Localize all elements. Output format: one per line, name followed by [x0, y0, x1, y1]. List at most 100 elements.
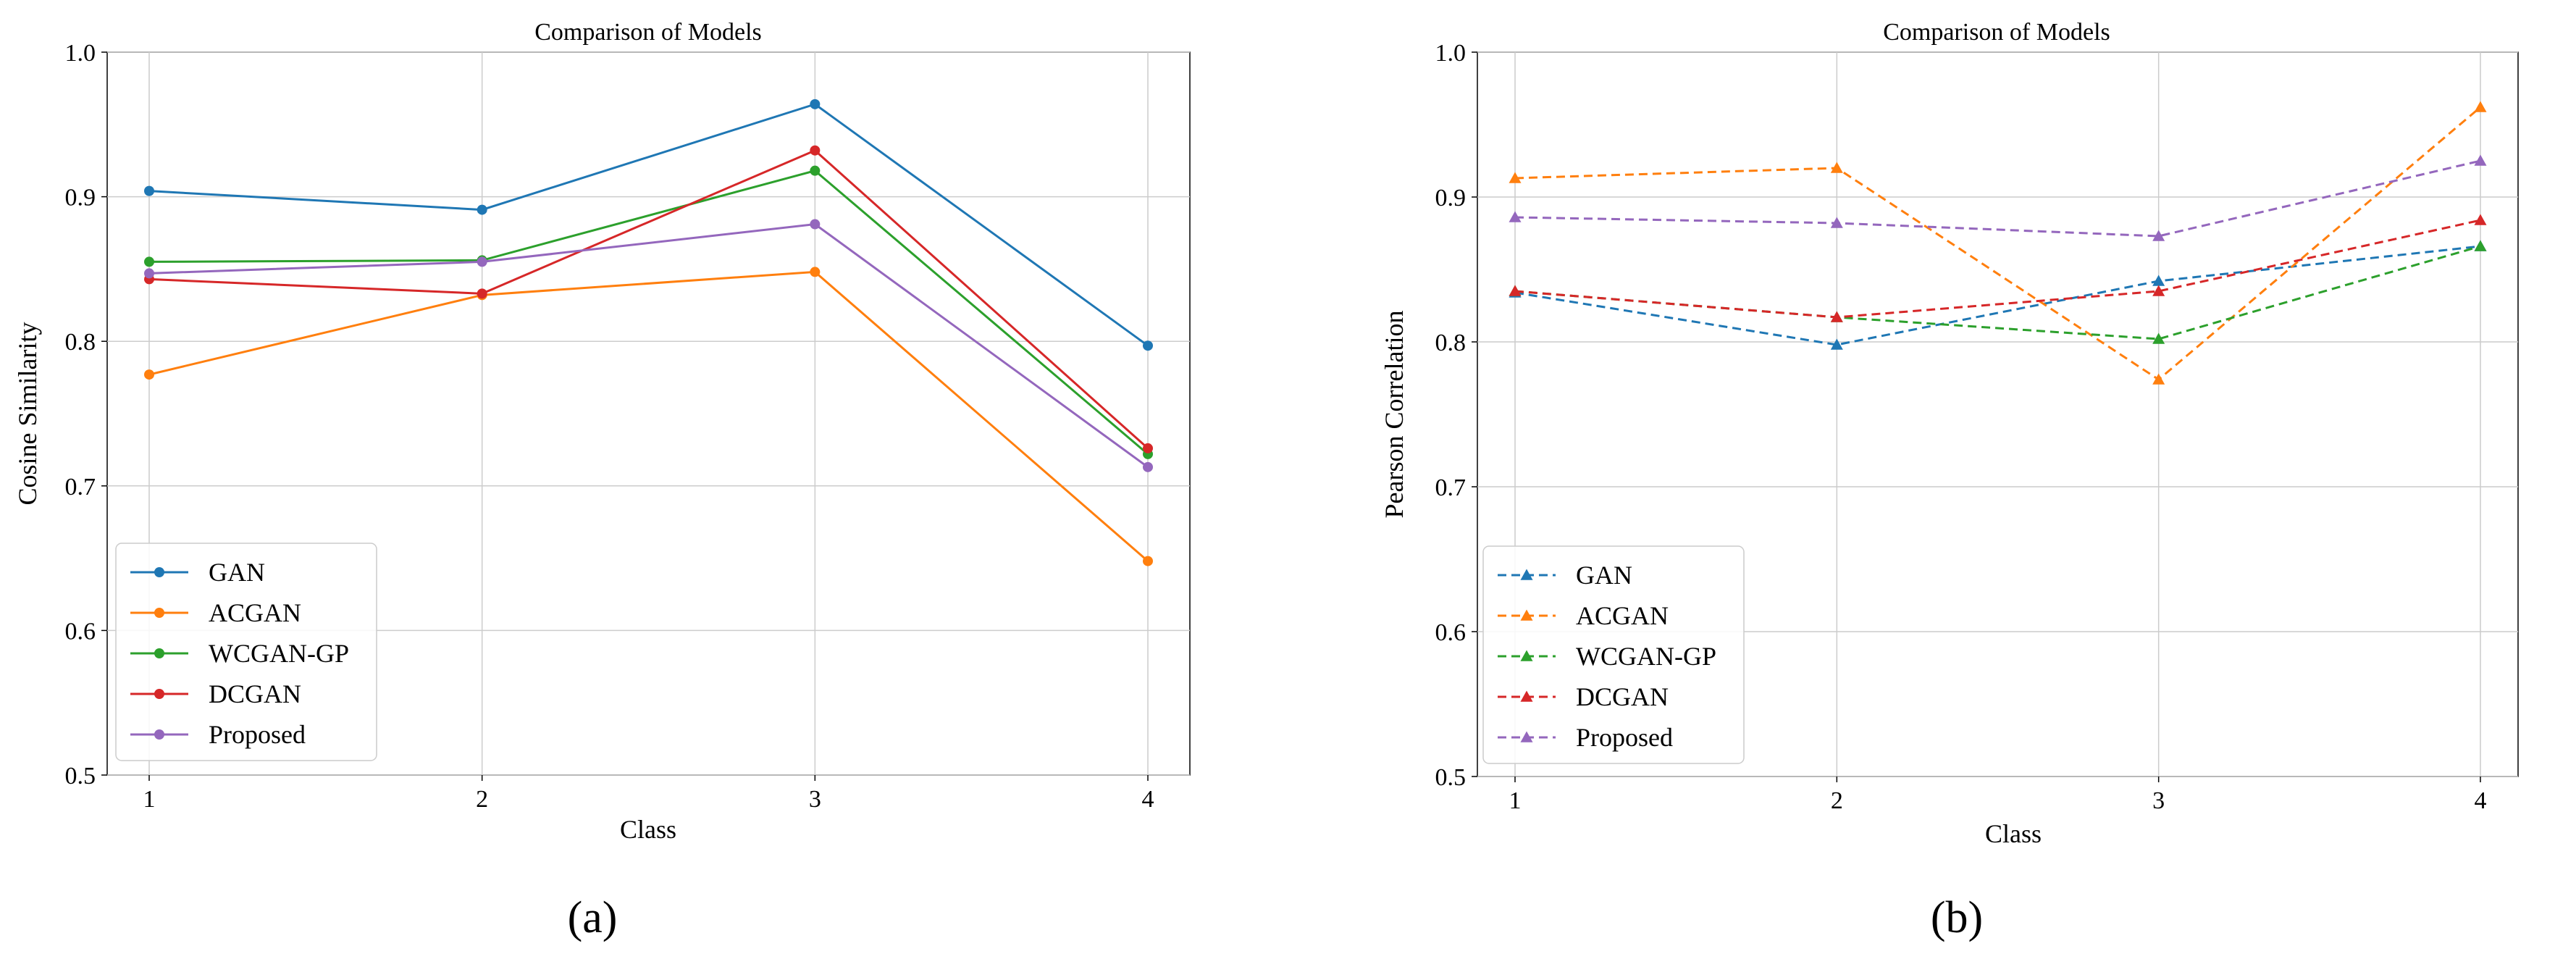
data-point-gan	[2152, 275, 2165, 286]
data-point-wcgan-gp	[810, 165, 821, 176]
data-point-proposed	[2474, 154, 2487, 166]
y-tick-label: 0.8	[65, 329, 96, 356]
data-point-proposed	[2152, 230, 2165, 241]
series-line-dcgan	[1514, 219, 2481, 319]
legend-marker-acgan	[154, 608, 164, 618]
y-axis-label: Pearson Correlation	[1380, 311, 1409, 519]
data-point-proposed	[477, 256, 487, 267]
chart-title: Comparison of Models	[534, 19, 762, 46]
data-point-dcgan	[2152, 285, 2165, 296]
series-line-dcgan	[148, 148, 1149, 450]
data-point-wcgan-gp	[2152, 332, 2165, 344]
x-tick-label: 2	[476, 786, 488, 813]
series-line-acgan	[148, 270, 1149, 562]
data-point-acgan	[810, 267, 821, 277]
y-tick-label: 0.6	[65, 618, 96, 645]
x-tick-label: 3	[2152, 787, 2165, 814]
y-tick-label: 1.0	[65, 40, 96, 67]
y-tick-label: 0.5	[65, 763, 96, 790]
x-tick-label: 4	[1142, 786, 1154, 813]
y-tick-label: 0.7	[65, 474, 96, 501]
data-point-proposed	[1830, 217, 1843, 228]
data-point-dcgan	[1143, 443, 1153, 453]
legend: GAN ACGAN WCGAN-GP DCGAN Proposed	[1482, 545, 1745, 764]
legend-marker-dcgan	[154, 689, 164, 699]
legend-marker-gan	[154, 567, 164, 577]
data-point-acgan	[2152, 373, 2165, 385]
legend-label-gan: GAN	[1576, 561, 1632, 590]
data-point-gan	[477, 204, 487, 215]
series-line-acgan	[1514, 106, 2481, 381]
legend-label-dcgan: DCGAN	[209, 679, 301, 708]
tick-labels: 0.5 0.6 0.7 0.8 0.9 1.0 1 2 3 4	[1435, 40, 2487, 814]
x-axis-label: Class	[620, 815, 676, 844]
data-point-wcgan-gp	[2474, 240, 2487, 251]
caption-a: (a)	[568, 893, 618, 942]
data-point-dcgan	[2474, 214, 2487, 225]
y-tick-label: 0.6	[1435, 619, 1467, 646]
data-point-proposed	[144, 268, 154, 279]
legend-label-acgan: ACGAN	[1576, 601, 1669, 630]
tick-labels: 0.5 0.6 0.7 0.8 0.9 1.0 1 2 3 4	[65, 40, 1154, 813]
legend-marker-proposed	[154, 729, 164, 740]
x-tick-label: 1	[143, 786, 156, 813]
legend-marker-wcgan-gp	[1520, 650, 1533, 661]
data-point-gan	[1830, 338, 1843, 350]
data-point-wcgan-gp	[144, 256, 154, 267]
legend-marker-wcgan-gp	[154, 648, 164, 658]
data-point-acgan	[1509, 172, 1522, 183]
series-line-wcgan-gp	[1514, 245, 2481, 340]
x-axis-label: Class	[1985, 819, 2042, 848]
chart-title: Comparison of Models	[1883, 19, 2110, 46]
x-tick-label: 1	[1509, 787, 1522, 814]
legend-marker-proposed	[1520, 731, 1533, 742]
x-tick-label: 3	[809, 786, 821, 813]
series-group	[144, 99, 1153, 566]
legend-marker-gan	[1520, 569, 1533, 580]
data-point-proposed	[810, 219, 821, 230]
data-point-proposed	[1509, 211, 1522, 222]
data-point-gan	[144, 185, 154, 196]
y-tick-label: 0.5	[1435, 764, 1467, 791]
series-line-wcgan-gp	[148, 169, 1149, 456]
data-point-acgan	[1143, 556, 1153, 566]
legend: GAN ACGAN WCGAN-GP DCGAN Proposed	[115, 543, 377, 761]
legend-label-dcgan: DCGAN	[1576, 682, 1669, 711]
chart-a: 0.5 0.6 0.7 0.8 0.9 1.0 1 2 3 4 Comparison of Mod…	[13, 19, 1191, 942]
data-point-gan	[810, 99, 821, 109]
legend-box	[1482, 545, 1745, 764]
x-tick-label: 4	[2475, 787, 2487, 814]
legend-label-wcgan-gp: WCGAN-GP	[1576, 642, 1716, 671]
legend-label-wcgan-gp: WCGAN-GP	[209, 639, 349, 668]
data-point-dcgan	[810, 145, 821, 156]
chart-b: 0.5 0.6 0.7 0.8 0.9 1.0 1 2 3 4 Comparison of Mod…	[1380, 19, 2519, 942]
y-tick-label: 0.8	[1435, 330, 1467, 356]
y-tick-label: 0.9	[1435, 185, 1467, 212]
legend-label-proposed: Proposed	[209, 720, 306, 749]
data-point-dcgan	[1509, 285, 1522, 296]
caption-b: (b)	[1931, 893, 1983, 942]
legend-label-proposed: Proposed	[1576, 723, 1673, 752]
data-point-dcgan	[1830, 311, 1843, 322]
y-tick-label: 1.0	[1435, 40, 1467, 67]
y-axis-label: Cosine Similarity	[13, 322, 42, 505]
y-tick-label: 0.9	[65, 185, 96, 212]
series-line-gan	[1514, 245, 2481, 346]
grid	[1477, 51, 2518, 777]
data-point-acgan	[1830, 162, 1843, 173]
series-group	[1509, 101, 2487, 385]
data-point-dcgan	[477, 288, 487, 299]
series-line-proposed	[1514, 159, 2481, 238]
data-point-proposed	[1143, 461, 1153, 472]
data-point-acgan	[144, 369, 154, 380]
legend-marker-acgan	[1520, 609, 1533, 621]
data-point-acgan	[2474, 101, 2487, 112]
series-line-proposed	[148, 222, 1149, 469]
legend-marker-dcgan	[1520, 690, 1533, 702]
data-point-gan	[1143, 340, 1153, 351]
legend-label-gan: GAN	[209, 558, 265, 587]
legend-box	[115, 543, 377, 761]
y-tick-label: 0.7	[1435, 474, 1467, 501]
legend-label-acgan: ACGAN	[209, 598, 301, 627]
